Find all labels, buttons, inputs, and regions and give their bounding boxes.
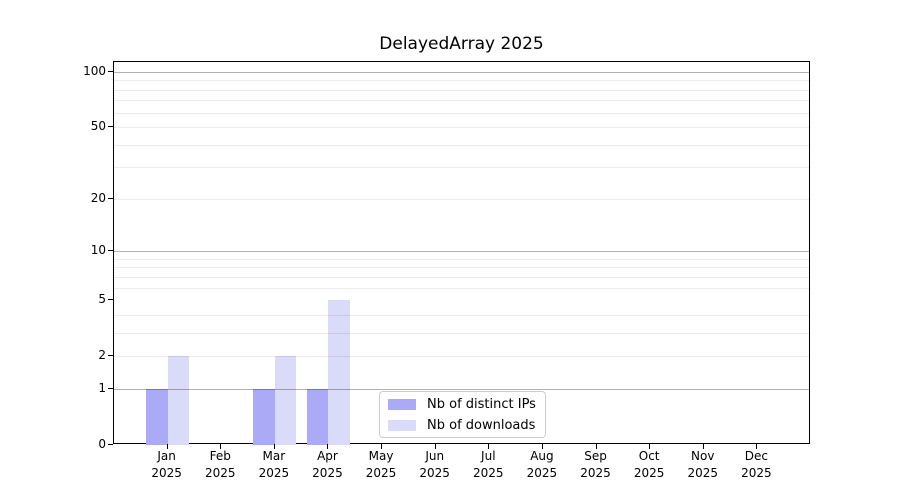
legend-item-downloads: Nb of downloads xyxy=(388,416,537,434)
gridline-minor-3 xyxy=(114,332,809,334)
x-tick-mar xyxy=(273,444,275,449)
x-tick-year-apr: 2025 xyxy=(312,466,343,480)
x-tick-year-mar: 2025 xyxy=(258,466,290,480)
legend-label-downloads: Nb of downloads xyxy=(427,417,536,433)
x-tick-label-dec: Dec 2025 xyxy=(714,448,798,482)
x-tick-label-sep: Sep 2025 xyxy=(554,448,638,482)
x-tick-month-jun: Jun xyxy=(425,449,445,463)
y-tick-label-5: 5 xyxy=(98,292,106,307)
x-tick-month-dec: Dec xyxy=(744,449,768,463)
x-tick-apr xyxy=(327,444,329,449)
gridline-major-100 xyxy=(114,72,809,73)
legend-swatch-downloads xyxy=(388,419,416,431)
bar-ips-mar xyxy=(253,388,275,445)
bar-downloads-apr xyxy=(328,300,350,445)
x-tick-label-jan: Jan 2025 xyxy=(125,448,209,482)
y-tick-0 xyxy=(108,444,113,445)
x-tick-month-may: May xyxy=(368,449,394,463)
y-tick-label-0: 0 xyxy=(98,437,106,451)
x-tick-label-oct: Oct 2025 xyxy=(607,448,691,482)
x-tick-label-feb: Feb 2025 xyxy=(178,448,262,482)
x-tick-may xyxy=(381,444,383,449)
y-tick-1 xyxy=(108,387,113,389)
x-tick-month-mar: Mar xyxy=(262,449,286,463)
y-tick-label-10: 10 xyxy=(90,243,106,258)
y-tick-50 xyxy=(108,126,113,128)
legend-item-distinct-ips: Nb of distinct IPs xyxy=(388,395,537,413)
y-tick-label-20: 20 xyxy=(90,190,106,205)
gridline-minor-50 xyxy=(114,127,809,129)
bar-downloads-jan xyxy=(167,356,190,445)
y-tick-5 xyxy=(108,299,113,301)
gridline-minor-4 xyxy=(114,314,809,316)
x-tick-month-jul: Jul xyxy=(481,449,496,463)
x-tick-year-jan: 2025 xyxy=(151,466,182,480)
x-tick-label-mar: Mar 2025 xyxy=(232,448,316,482)
y-tick-label-100: 100 xyxy=(83,64,106,78)
x-tick-oct xyxy=(649,444,651,449)
y-tick-label-1: 1 xyxy=(98,380,106,395)
legend: Nb of distinct IPs Nb of downloads xyxy=(379,391,546,438)
chart-title: DelayedArray 2025 xyxy=(379,34,544,54)
x-tick-month-nov: Nov xyxy=(691,449,715,463)
x-tick-feb xyxy=(220,444,222,449)
x-tick-month-apr: Apr xyxy=(317,449,338,463)
x-tick-jun xyxy=(434,444,436,449)
x-tick-label-may: May 2025 xyxy=(339,448,423,482)
y-tick-label-2: 2 xyxy=(98,348,106,363)
y-tick-20 xyxy=(108,197,113,199)
gridline-minor-7 xyxy=(114,276,809,278)
gridline-minor-20 xyxy=(114,198,809,200)
y-tick-100 xyxy=(108,71,113,72)
gridline-minor-70 xyxy=(114,100,809,102)
x-tick-year-may: 2025 xyxy=(365,466,397,480)
gridline-minor-90 xyxy=(114,80,809,82)
x-tick-year-aug: 2025 xyxy=(526,466,558,480)
gridline-minor-8 xyxy=(114,267,809,269)
y-tick-2 xyxy=(108,355,113,357)
bar-downloads-mar xyxy=(274,356,297,445)
gridline-minor-2 xyxy=(114,356,809,358)
x-tick-month-jan: Jan xyxy=(157,449,176,463)
legend-label-distinct-ips: Nb of distinct IPs xyxy=(427,396,536,412)
x-tick-jan xyxy=(166,444,168,449)
x-tick-nov xyxy=(702,444,704,449)
gridline-minor-40 xyxy=(114,144,809,146)
x-tick-year-dec: 2025 xyxy=(741,466,772,480)
bar-ips-jan xyxy=(146,388,168,445)
x-tick-label-jun: Jun 2025 xyxy=(393,448,477,482)
x-tick-jul xyxy=(488,444,490,449)
x-tick-year-jul: 2025 xyxy=(473,466,504,480)
gridline-major-10 xyxy=(114,251,809,253)
x-tick-year-feb: 2025 xyxy=(204,466,236,480)
gridline-major-1 xyxy=(114,388,809,390)
x-tick-year-sep: 2025 xyxy=(580,466,611,480)
x-tick-label-jul: Jul 2025 xyxy=(446,448,530,482)
x-tick-month-feb: Feb xyxy=(209,449,231,463)
x-tick-year-nov: 2025 xyxy=(687,466,719,480)
x-tick-year-jun: 2025 xyxy=(419,466,450,480)
x-tick-month-sep: Sep xyxy=(584,449,607,463)
x-tick-sep xyxy=(595,444,597,449)
gridline-minor-80 xyxy=(114,89,809,91)
legend-swatch-distinct-ips xyxy=(388,398,416,410)
bar-ips-apr xyxy=(306,388,329,445)
plot-area: Nb of distinct IPs Nb of downloads xyxy=(113,61,810,445)
x-tick-month-oct: Oct xyxy=(638,449,660,463)
gridline-minor-30 xyxy=(114,167,809,169)
x-tick-dec xyxy=(756,444,758,449)
x-tick-label-apr: Apr 2025 xyxy=(285,448,369,482)
x-tick-aug xyxy=(541,444,543,449)
x-tick-label-aug: Aug 2025 xyxy=(500,448,584,482)
gridline-minor-6 xyxy=(114,287,809,289)
y-tick-10 xyxy=(108,250,113,252)
x-tick-year-oct: 2025 xyxy=(633,466,665,480)
x-tick-label-nov: Nov 2025 xyxy=(661,448,745,482)
gridline-minor-60 xyxy=(114,112,809,114)
y-tick-label-50: 50 xyxy=(90,119,106,134)
gridline-minor-9 xyxy=(114,258,809,260)
x-tick-month-aug: Aug xyxy=(530,449,554,463)
